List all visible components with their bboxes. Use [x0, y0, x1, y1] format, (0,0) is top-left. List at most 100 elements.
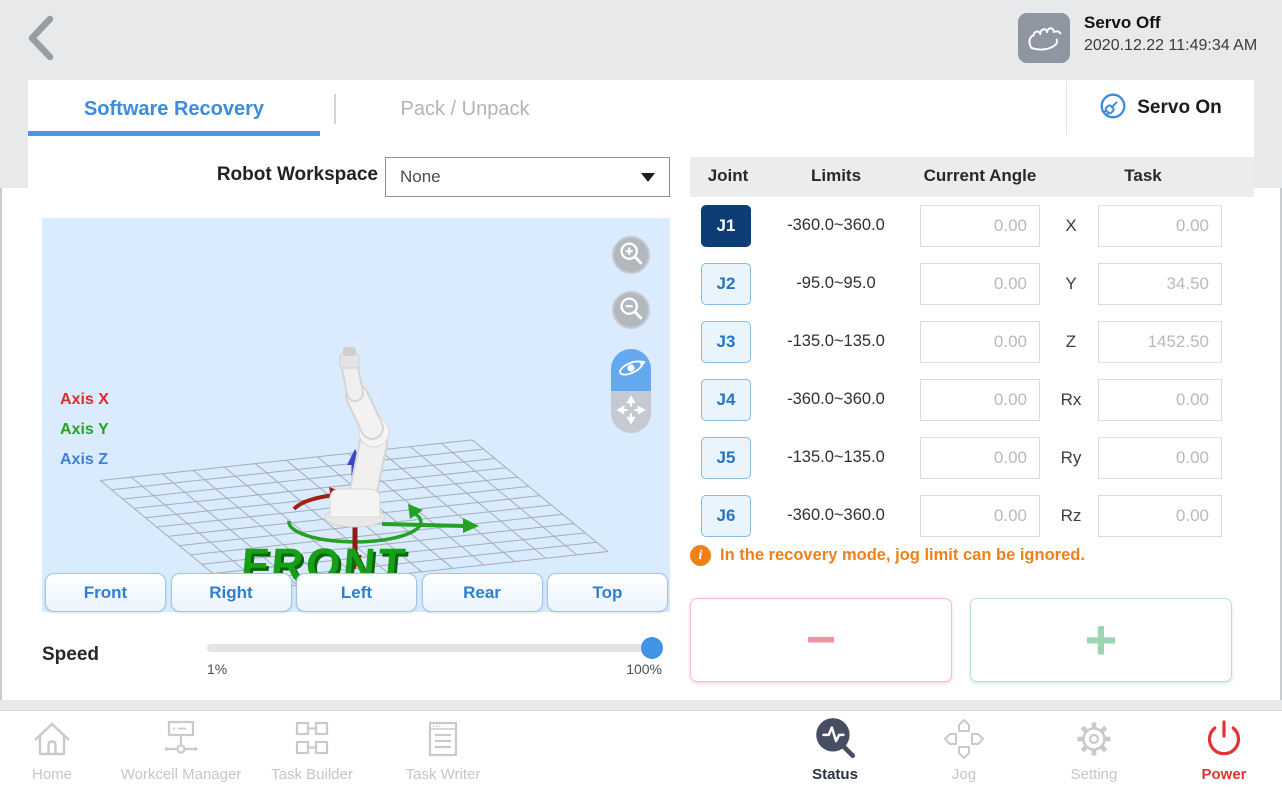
- jog-plus-button[interactable]: +: [970, 598, 1232, 682]
- view-left-button[interactable]: Left: [296, 573, 417, 612]
- joint-j4-button[interactable]: J4: [701, 379, 751, 421]
- task-rx-input[interactable]: [1098, 379, 1222, 421]
- j5-current-angle-input[interactable]: [920, 437, 1040, 479]
- col-task: Task: [1124, 166, 1162, 185]
- zoom-in-button[interactable]: [612, 236, 650, 274]
- axis-z-label: Axis Z: [60, 451, 109, 468]
- view-rear-button[interactable]: Rear: [421, 573, 543, 612]
- task-ry-label: Ry: [1060, 448, 1082, 467]
- servo-on-button[interactable]: Servo On: [1066, 81, 1254, 135]
- task-rz-input[interactable]: [1098, 495, 1222, 537]
- task-rx-label: Rx: [1060, 390, 1082, 409]
- j5-limits: -135.0~135.0: [787, 448, 885, 466]
- j1-limits: -360.0~360.0: [787, 216, 885, 234]
- nav-status[interactable]: Status: [765, 712, 905, 798]
- nav-task-writer[interactable]: Task Writer: [373, 712, 513, 798]
- task-writer-icon: [420, 712, 466, 766]
- view-front-button[interactable]: Front: [45, 573, 166, 612]
- servo-on-icon: [1099, 92, 1127, 125]
- j6-current-angle-input[interactable]: [920, 495, 1040, 537]
- top-bar: Servo Off 2020.12.22 11:49:34 AM: [0, 0, 1282, 80]
- view-top-button[interactable]: Top: [547, 573, 668, 612]
- j3-limits: -135.0~135.0: [787, 332, 885, 350]
- joint-j2-button[interactable]: J2: [701, 263, 751, 305]
- bottom-nav: [0, 710, 1282, 800]
- task-z-input[interactable]: [1098, 321, 1222, 363]
- nav-task-builder[interactable]: Task Builder: [242, 712, 382, 798]
- robot-workspace-label: Robot Workspace: [216, 164, 378, 185]
- speed-slider-track[interactable]: [207, 644, 662, 652]
- orbit-icon: [613, 350, 649, 391]
- task-ry-input[interactable]: [1098, 437, 1222, 479]
- speed-slider-thumb[interactable]: [641, 637, 663, 659]
- servo-status-text: Servo Off: [1084, 13, 1161, 32]
- view-right-button[interactable]: Right: [170, 573, 292, 612]
- task-rz-label: Rz: [1060, 506, 1082, 525]
- robot-workspace-dropdown[interactable]: None: [385, 157, 670, 197]
- tab-software-recovery[interactable]: Software Recovery: [83, 98, 265, 120]
- col-current-angle: Current Angle: [923, 166, 1037, 185]
- speed-label: Speed: [42, 644, 100, 665]
- robot-3d-scene: FRONT FRONT: [42, 347, 670, 612]
- tab-pack-unpack[interactable]: Pack / Unpack: [400, 98, 530, 120]
- j4-current-angle-input[interactable]: [920, 379, 1040, 421]
- info-icon: i: [690, 545, 711, 566]
- datetime-text: 2020.12.22 11:49:34 AM: [1084, 37, 1258, 54]
- home-icon: [29, 712, 75, 766]
- task-z-label: Z: [1065, 332, 1077, 351]
- recovery-notice-text: In the recovery mode, jog limit can be i…: [720, 546, 1085, 564]
- zoom-out-button[interactable]: [612, 291, 650, 329]
- back-button[interactable]: [20, 12, 66, 64]
- recovery-notice: i In the recovery mode, jog limit can be…: [690, 545, 1254, 566]
- tab-divider: [334, 94, 336, 124]
- view-mode-toggle: [611, 349, 651, 433]
- servo-hand-icon: [1018, 13, 1070, 63]
- j3-current-angle-input[interactable]: [920, 321, 1040, 363]
- power-icon: [1201, 712, 1247, 766]
- jog-minus-button[interactable]: −: [690, 598, 952, 682]
- back-chevron-icon: [20, 15, 66, 68]
- jog-icon: [941, 712, 987, 766]
- zoom-in-icon: [614, 236, 648, 275]
- task-x-input[interactable]: [1098, 205, 1222, 247]
- minus-icon: −: [805, 611, 837, 669]
- servo-on-label: Servo On: [1137, 97, 1222, 118]
- plus-icon: +: [1084, 608, 1118, 671]
- joint-j3-button[interactable]: J3: [701, 321, 751, 363]
- j2-limits: -95.0~95.0: [796, 274, 876, 292]
- joint-table-header: [690, 157, 1254, 197]
- footer-divider: [0, 700, 1282, 710]
- joint-j5-button[interactable]: J5: [701, 437, 751, 479]
- axis-x-label: Axis X: [60, 391, 109, 408]
- nav-setting[interactable]: Setting: [1024, 712, 1164, 798]
- joint-j1-button[interactable]: J1: [701, 205, 751, 247]
- nav-jog[interactable]: Jog: [894, 712, 1034, 798]
- task-y-label: Y: [1065, 274, 1077, 293]
- workcell-manager-icon: [158, 712, 204, 766]
- nav-power[interactable]: Power: [1154, 712, 1282, 798]
- status-icon: [811, 712, 859, 766]
- speed-max-label: 100%: [626, 661, 662, 677]
- robot-arm: [324, 347, 390, 528]
- robot-workspace-value: None: [400, 167, 441, 186]
- task-y-input[interactable]: [1098, 263, 1222, 305]
- robot-3d-viewport[interactable]: FRONT FRONT Axis X Axis Y Axis Z: [42, 218, 670, 612]
- rotate-mode-button[interactable]: [611, 349, 651, 391]
- nav-home[interactable]: Home: [0, 712, 122, 798]
- j2-current-angle-input[interactable]: [920, 263, 1040, 305]
- task-builder-icon: [289, 712, 335, 766]
- col-limits: Limits: [810, 166, 862, 185]
- col-joint: Joint: [707, 166, 749, 185]
- zoom-out-icon: [614, 291, 648, 330]
- pan-icon: [614, 393, 648, 432]
- pan-mode-button[interactable]: [611, 391, 651, 433]
- axis-y-label: Axis Y: [60, 421, 109, 438]
- j6-limits: -360.0~360.0: [787, 506, 885, 524]
- j1-current-angle-input[interactable]: [920, 205, 1040, 247]
- joint-j6-button[interactable]: J6: [701, 495, 751, 537]
- nav-workcell-manager[interactable]: Workcell Manager: [111, 712, 251, 798]
- speed-min-label: 1%: [207, 661, 228, 677]
- chevron-down-icon: [641, 172, 655, 182]
- j4-limits: -360.0~360.0: [787, 390, 885, 408]
